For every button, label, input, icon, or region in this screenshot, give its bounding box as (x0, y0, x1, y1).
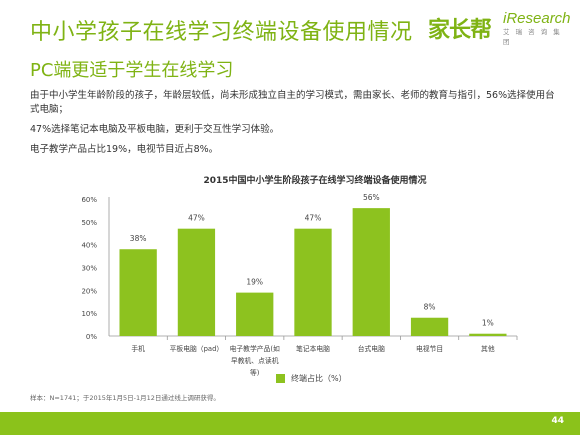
body-paragraph-1: 由于中小学生年龄阶段的孩子，年龄层较低，尚未形成独立自主的学习模式，需由家长、老… (30, 90, 555, 115)
data-label: 1% (482, 319, 494, 328)
y-tick-label: 40% (81, 242, 97, 250)
x-tick-label: 其他 (481, 344, 495, 353)
bar (352, 208, 390, 336)
x-tick-label: 电视节目 (416, 344, 443, 353)
jiazhangbang-logo: 家长帮 (428, 18, 492, 43)
x-tick-label: 台式电脑 (358, 344, 385, 353)
data-label: 47% (188, 214, 205, 223)
page-subtitle: PC端更适于学生在线学习 (30, 60, 234, 81)
x-tick-label: 电子教学产品(如 (230, 344, 280, 353)
x-tick-label: 笔记本电脑 (296, 344, 330, 353)
data-label: 8% (424, 303, 436, 312)
bar (294, 228, 332, 336)
legend-label: 终端占比（%） (291, 374, 347, 383)
page-title: 中小学孩子在线学习终端设备使用情况 (30, 20, 413, 45)
bar (236, 292, 274, 336)
y-tick-label: 50% (81, 219, 97, 227)
iresearch-logo-subtext: 艾 瑞 咨 询 集 团 (503, 28, 562, 46)
data-label: 56% (363, 193, 380, 202)
bar (119, 249, 157, 336)
iresearch-logo: iResearch 艾 瑞 咨 询 集 团 (503, 10, 573, 46)
bar (177, 228, 216, 336)
x-tick-label: 等) (250, 368, 260, 377)
chart-title: 2015中国中小学生阶段孩子在线学习终端设备使用情况 (203, 174, 426, 186)
footnote: 样本：N=1741；于2015年1月5日-1月12日通过线上调研获得。 (30, 394, 220, 402)
iresearch-logo-text: iResearch (503, 10, 571, 27)
body-paragraph-2: 47%选择笔记本电脑及平板电脑，更利于交互性学习体验。 (30, 124, 280, 135)
bar (410, 317, 449, 336)
x-tick-label: 早教机、点读机 (231, 356, 279, 365)
y-tick-label: 30% (81, 265, 97, 273)
x-tick-label: 平板电脑（pad） (170, 344, 224, 353)
data-label: 19% (246, 278, 263, 287)
footer-bar: 44 (0, 412, 580, 435)
bar (469, 333, 507, 336)
y-tick-label: 0% (86, 333, 97, 341)
y-tick-label: 60% (81, 196, 97, 204)
x-tick-label: 手机 (131, 344, 145, 353)
chart-legend: 终端占比（%） (276, 373, 347, 384)
y-tick-label: 10% (81, 310, 97, 318)
data-label: 38% (130, 234, 147, 243)
page-number: 44 (551, 416, 564, 426)
y-tick-label: 20% (81, 287, 97, 295)
data-label: 47% (305, 214, 322, 223)
legend-swatch (276, 374, 285, 383)
body-paragraph-3: 电子教学产品占比19%，电视节目近占8%。 (30, 144, 219, 155)
